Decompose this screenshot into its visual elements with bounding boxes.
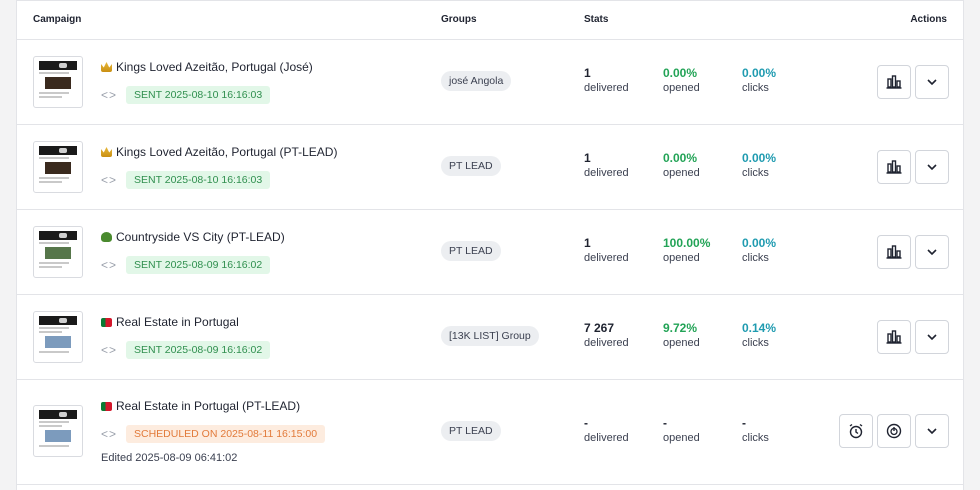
stat-clicks: - clicks <box>742 416 769 444</box>
table-row: Countryside VS City (PT-LEAD) <> SENT 20… <box>17 210 963 295</box>
stats-button[interactable] <box>877 320 911 354</box>
more-options-button[interactable] <box>915 414 949 448</box>
portugal-flag-icon <box>101 402 112 411</box>
portugal-flag-icon <box>101 318 112 327</box>
stat-opened: 0.00% opened <box>663 151 700 179</box>
group-tag: PT LEAD <box>441 156 501 176</box>
stats-button[interactable] <box>877 150 911 184</box>
campaign-title[interactable]: Real Estate in Portugal <box>101 315 239 329</box>
stat-delivered: 7 267 delivered <box>584 321 629 349</box>
column-header-campaign: Campaign <box>33 14 82 25</box>
table-row: Kings Loved Azeitão, Portugal (PT-LEAD) … <box>17 125 963 210</box>
chevron-down-icon <box>927 428 937 435</box>
status-badge: SENT 2025-08-09 16:16:02 <box>126 256 271 274</box>
status-badge: SENT 2025-08-09 16:16:02 <box>126 341 271 359</box>
email-thumbnail[interactable] <box>33 405 83 457</box>
stats-button[interactable] <box>877 65 911 99</box>
stat-clicks: 0.14% clicks <box>742 321 777 349</box>
table-row: Real Estate in Portugal (PT-LEAD) <> SCH… <box>17 380 963 485</box>
stat-clicks: 0.00% clicks <box>742 151 777 179</box>
email-thumbnail[interactable] <box>33 226 83 278</box>
edited-timestamp: Edited 2025-08-09 06:41:02 <box>101 452 238 464</box>
more-options-button[interactable] <box>915 320 949 354</box>
bar-chart-icon <box>886 330 902 344</box>
more-options-button[interactable] <box>915 235 949 269</box>
power-icon <box>886 423 902 439</box>
reschedule-button[interactable] <box>839 414 873 448</box>
email-thumbnail[interactable] <box>33 311 83 363</box>
group-tag: PT LEAD <box>441 241 501 261</box>
stats-button[interactable] <box>877 235 911 269</box>
table-row: Kings Loved Azeitão, Portugal (José) <> … <box>17 40 963 125</box>
more-options-button[interactable] <box>915 150 949 184</box>
stat-delivered: 1 delivered <box>584 151 629 179</box>
status-badge: SENT 2025-08-10 16:16:03 <box>126 171 271 189</box>
stat-opened: 9.72% opened <box>663 321 700 349</box>
chevron-down-icon <box>927 249 937 256</box>
column-header-groups: Groups <box>441 14 477 25</box>
stat-clicks: 0.00% clicks <box>742 236 777 264</box>
stat-delivered: 1 delivered <box>584 66 629 94</box>
status-badge: SCHEDULED ON 2025-08-11 16:15:00 <box>126 425 326 443</box>
code-icon[interactable]: <> <box>101 258 118 272</box>
tree-icon <box>101 232 112 242</box>
campaign-title[interactable]: Kings Loved Azeitão, Portugal (José) <box>101 60 313 74</box>
email-thumbnail[interactable] <box>33 141 83 193</box>
group-tag: PT LEAD <box>441 421 501 441</box>
group-tag: [13K LIST] Group <box>441 326 539 346</box>
stat-opened: 0.00% opened <box>663 66 700 94</box>
code-icon[interactable]: <> <box>101 343 118 357</box>
column-header-stats: Stats <box>584 14 609 25</box>
campaigns-table: Campaign Groups Stats Actions Kings Love… <box>16 0 964 490</box>
table-row: Real Estate in Portugal <> SENT 2025-08-… <box>17 295 963 380</box>
email-thumbnail[interactable] <box>33 56 83 108</box>
stat-opened: - opened <box>663 416 700 444</box>
alarm-clock-icon <box>849 423 863 439</box>
bar-chart-icon <box>886 160 902 174</box>
crown-icon <box>101 62 112 72</box>
chevron-down-icon <box>927 164 937 171</box>
chevron-down-icon <box>927 79 937 86</box>
bar-chart-icon <box>886 245 902 259</box>
group-tag: josé Angola <box>441 71 512 91</box>
stat-opened: 100.00% opened <box>663 236 711 264</box>
cancel-schedule-button[interactable] <box>877 414 911 448</box>
campaign-title[interactable]: Countryside VS City (PT-LEAD) <box>101 230 285 244</box>
crown-icon <box>101 147 112 157</box>
code-icon[interactable]: <> <box>101 88 118 102</box>
table-header: Campaign Groups Stats Actions <box>17 0 963 40</box>
code-icon[interactable]: <> <box>101 427 118 441</box>
status-badge: SENT 2025-08-10 16:16:03 <box>126 86 271 104</box>
chevron-down-icon <box>927 334 937 341</box>
column-header-actions: Actions <box>910 14 947 25</box>
stat-delivered: - delivered <box>584 416 629 444</box>
code-icon[interactable]: <> <box>101 173 118 187</box>
stat-delivered: 1 delivered <box>584 236 629 264</box>
bar-chart-icon <box>886 75 902 89</box>
more-options-button[interactable] <box>915 65 949 99</box>
stat-clicks: 0.00% clicks <box>742 66 777 94</box>
campaign-title[interactable]: Kings Loved Azeitão, Portugal (PT-LEAD) <box>101 145 337 159</box>
campaign-title[interactable]: Real Estate in Portugal (PT-LEAD) <box>101 399 300 413</box>
